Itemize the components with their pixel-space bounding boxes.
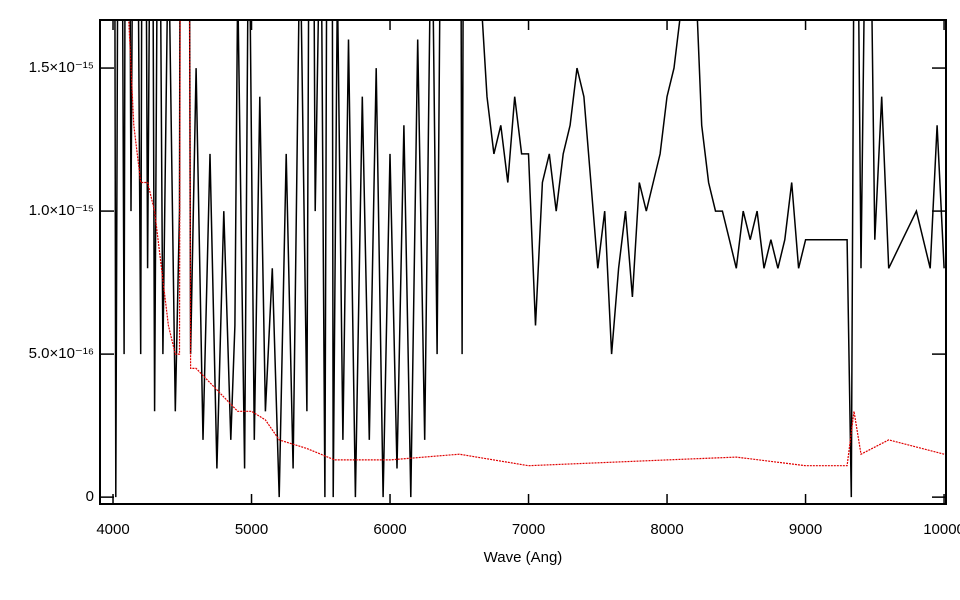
spectrum-line	[128, 20, 945, 467]
x-tick-label: 8000	[650, 521, 683, 538]
y-tick-label: 1.5×10⁻¹⁵	[29, 59, 94, 76]
x-tick-label: 5000	[235, 521, 268, 538]
spectrum-line	[114, 20, 945, 498]
y-tick-label: 1.0×10⁻¹⁵	[29, 202, 94, 219]
plot-frame	[99, 19, 947, 505]
x-tick-label: 6000	[373, 521, 406, 538]
x-tick-label: 4000	[96, 521, 129, 538]
plot-area	[114, 20, 945, 498]
x-axis-label: Wave (Ang)	[484, 549, 563, 566]
x-tick-label: 9000	[789, 521, 822, 538]
y-tick-label: 0	[86, 488, 94, 505]
x-tick-label: 7000	[512, 521, 545, 538]
y-tick-label: 5.0×10⁻¹⁶	[29, 345, 94, 362]
